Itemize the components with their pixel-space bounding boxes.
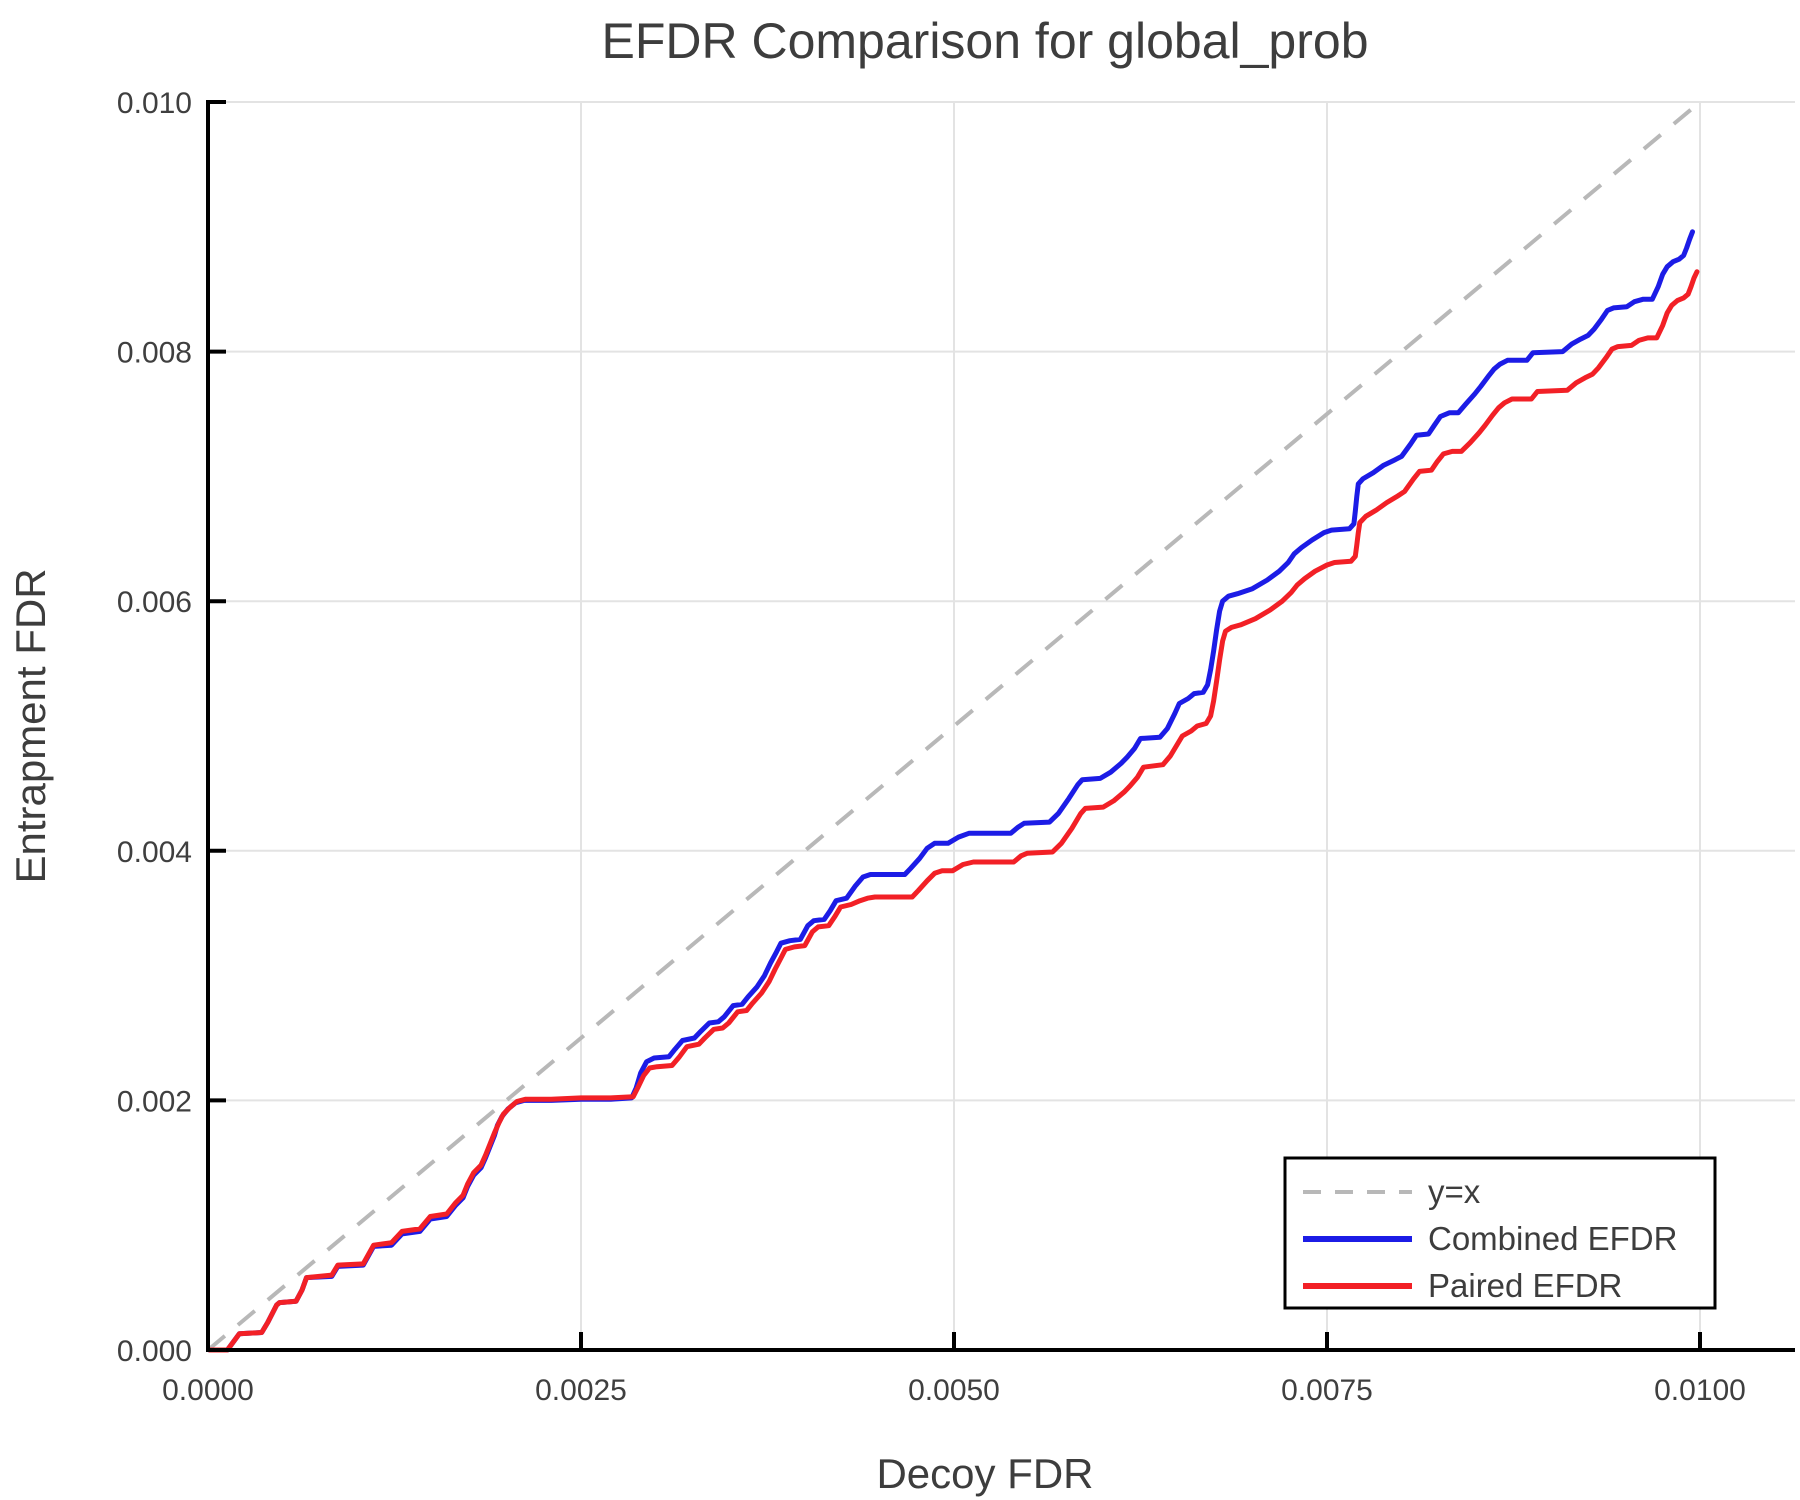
y-tick-label: 0.006 [117,586,192,619]
y-tick-label: 0.002 [117,1085,192,1118]
y-tick-label: 0.004 [117,836,192,869]
y-tick-label: 0.008 [117,337,192,370]
legend-item-paired-efdr: Paired EFDR [1303,1267,1622,1304]
x-tick-label: 0.0050 [908,1374,1000,1407]
series-line-paired-efdr [207,269,1700,1353]
x-tick-label: 0.0025 [535,1374,627,1407]
x-axis-label: Decoy FDR [876,1450,1093,1497]
x-tick-label: 0.0000 [162,1374,254,1407]
legend-label-combined-efdr: Combined EFDR [1428,1220,1677,1257]
gridlines [208,101,1795,1350]
series-line-y-x [206,102,1699,1352]
x-tick-label: 0.0075 [1281,1374,1373,1407]
tick-labels: 0.0000 0.0025 0.0050 0.0075 0.0100 0.000 0.002… [117,87,1746,1407]
legend-item-y-x: y=x [1303,1173,1481,1210]
x-tick-label: 0.0100 [1654,1374,1746,1407]
y-axis-label: Entrapment FDR [7,568,54,883]
legend-item-combined-efdr: Combined EFDR [1303,1220,1677,1257]
legend-label-paired-efdr: Paired EFDR [1428,1267,1622,1304]
axis-spines [206,100,1795,1352]
y-tick-label: 0.010 [117,87,192,120]
axis-ticks [206,100,1702,1352]
legend-items: y=x Combined EFDR Paired EFDR [1303,1173,1677,1304]
chart-title: EFDR Comparison for global_prob [601,13,1368,69]
legend-label-y-x: y=x [1428,1173,1481,1210]
y-tick-label: 0.000 [117,1335,192,1368]
legend: y=x Combined EFDR Paired EFDR [1283,1156,1717,1310]
series-lines [206,102,1700,1353]
